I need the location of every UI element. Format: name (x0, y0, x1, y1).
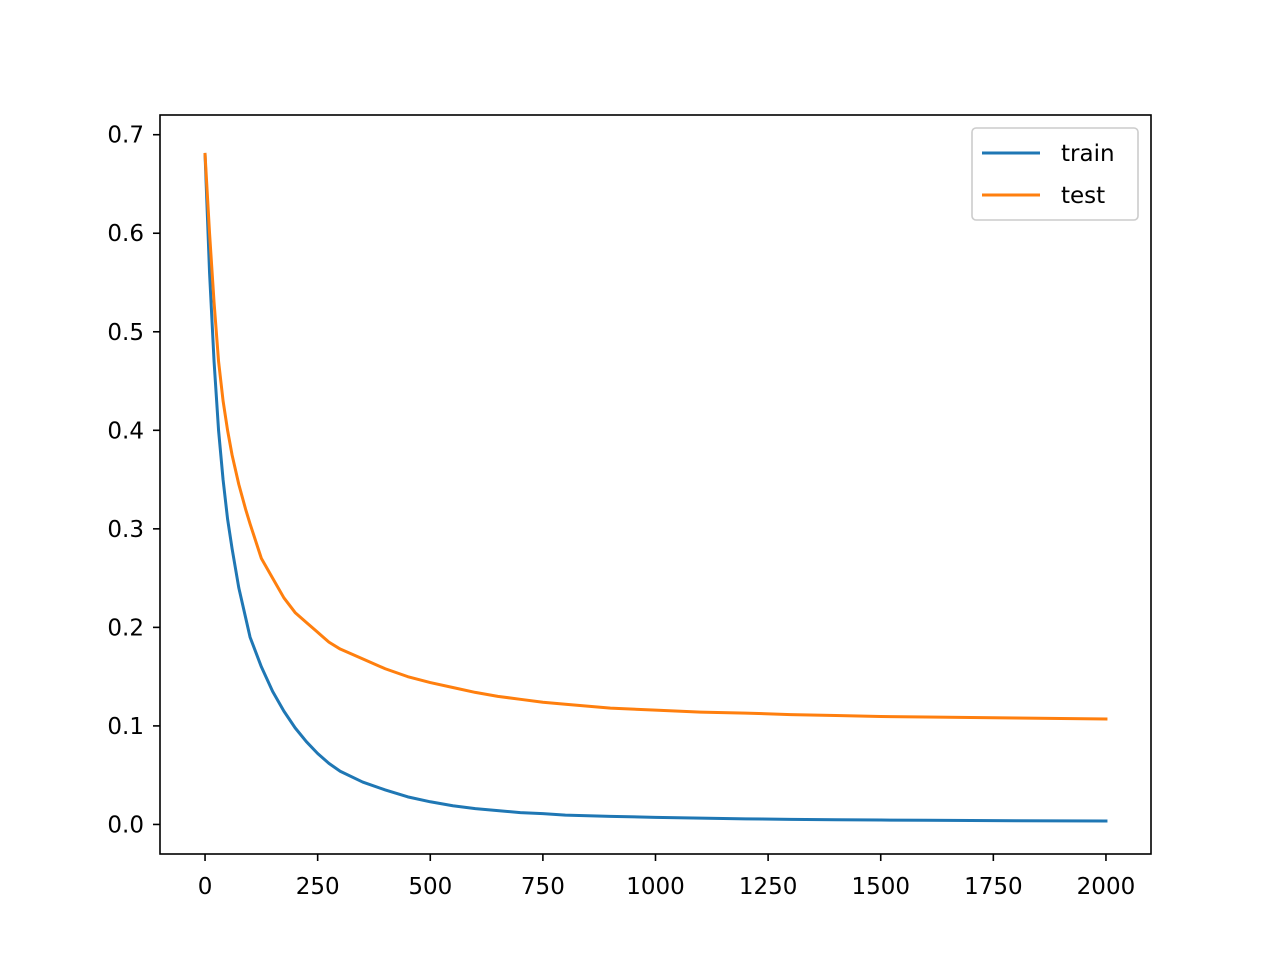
y-tick-label: 0.0 (107, 812, 144, 838)
y-tick-label: 0.2 (107, 615, 144, 641)
x-tick-label: 1500 (851, 874, 910, 900)
x-tick-label: 1250 (739, 874, 798, 900)
x-tick-label: 1750 (964, 874, 1023, 900)
x-tick-label: 0 (198, 874, 213, 900)
legend-label-train: train (1061, 141, 1115, 167)
y-tick-label: 0.1 (107, 714, 144, 740)
y-tick-label: 0.6 (107, 221, 144, 247)
y-tick-label: 0.5 (107, 320, 144, 346)
x-tick-label: 500 (408, 874, 452, 900)
series-line-train (203, 152, 1108, 823)
x-axis: 0 250 500 750 1000 1250 1500 1750 2000 (198, 854, 1136, 900)
y-tick-label: 0.3 (107, 517, 144, 543)
y-tick-label: 0.7 (107, 123, 144, 149)
series-layer (203, 152, 1108, 823)
legend-label-test: test (1061, 183, 1105, 209)
x-tick-label: 2000 (1077, 874, 1136, 900)
x-tick-label: 1000 (626, 874, 685, 900)
y-tick-label: 0.4 (107, 418, 144, 444)
x-tick-label: 750 (521, 874, 565, 900)
plot-area (160, 115, 1151, 854)
y-axis: 0.0 0.1 0.2 0.3 0.4 0.5 0.6 0.7 (107, 123, 160, 838)
x-tick-label: 250 (296, 874, 340, 900)
series-line-test (203, 152, 1108, 721)
legend-box (971, 127, 1139, 221)
legend: train test (971, 127, 1139, 221)
